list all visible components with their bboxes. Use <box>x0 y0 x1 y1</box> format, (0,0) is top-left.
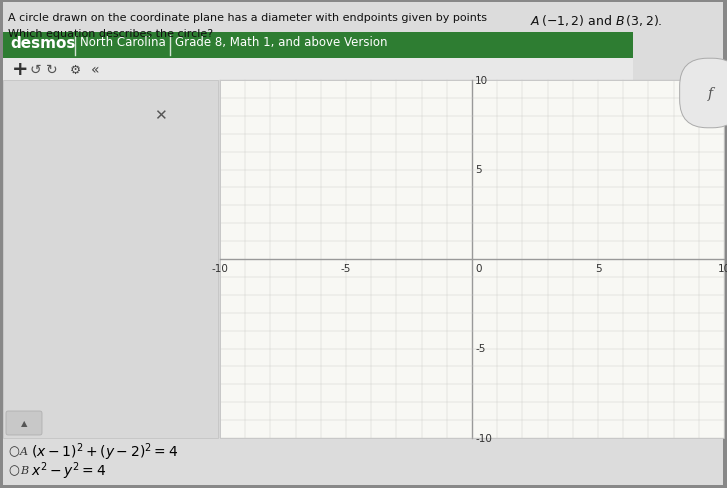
Text: 0: 0 <box>475 264 481 273</box>
Text: ✕: ✕ <box>153 108 166 123</box>
Text: 10: 10 <box>718 264 727 273</box>
FancyBboxPatch shape <box>3 3 723 485</box>
FancyBboxPatch shape <box>3 33 633 59</box>
Text: B: B <box>20 465 28 475</box>
Text: 5: 5 <box>595 264 601 273</box>
Text: «: « <box>91 63 100 77</box>
Text: 10: 10 <box>475 76 488 86</box>
Text: A circle drawn on the coordinate plane has a diameter with endpoints given by po: A circle drawn on the coordinate plane h… <box>8 13 487 23</box>
FancyBboxPatch shape <box>3 59 633 81</box>
Text: -5: -5 <box>475 344 486 354</box>
Text: ↺: ↺ <box>29 63 41 77</box>
Text: A: A <box>20 446 28 456</box>
Text: ○: ○ <box>8 464 19 476</box>
Text: Which equation describes the circle?: Which equation describes the circle? <box>8 29 213 39</box>
FancyBboxPatch shape <box>6 411 42 435</box>
Text: ⚙: ⚙ <box>69 63 81 76</box>
Text: $(x-1)^2+(y-2)^2=4$: $(x-1)^2+(y-2)^2=4$ <box>31 440 178 462</box>
Text: $A\,(-1,2)$ and $B\,(3,2)$.: $A\,(-1,2)$ and $B\,(3,2)$. <box>530 13 662 28</box>
Text: -10: -10 <box>475 433 492 443</box>
FancyBboxPatch shape <box>220 81 724 438</box>
Text: ○: ○ <box>8 445 19 458</box>
Text: ▲: ▲ <box>21 419 27 427</box>
Text: Grade 8, Math 1, and above Version: Grade 8, Math 1, and above Version <box>175 36 387 49</box>
Text: f: f <box>707 87 712 101</box>
Text: North Carolina: North Carolina <box>80 36 166 49</box>
Text: $x^2-y^2=4$: $x^2-y^2=4$ <box>31 459 106 481</box>
FancyBboxPatch shape <box>3 81 218 438</box>
Text: ↻: ↻ <box>47 63 58 77</box>
Text: -5: -5 <box>341 264 351 273</box>
Text: desmos: desmos <box>10 36 76 51</box>
Text: +: + <box>12 61 28 80</box>
Text: 5: 5 <box>475 165 481 175</box>
Text: -10: -10 <box>212 264 228 273</box>
